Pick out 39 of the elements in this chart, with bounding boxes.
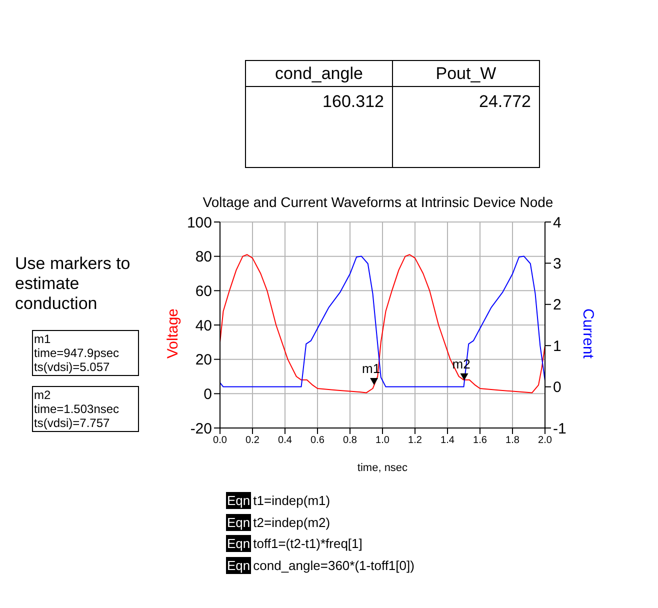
text: Eqn t2=indep(m2) (226, 514, 330, 530)
x-tick-label: 1.6 (473, 435, 488, 446)
chart-title: Voltage and Current Waveforms at Intrinsic Device Node (202, 194, 554, 210)
y-tick-label: 80 (195, 248, 212, 266)
x-tick-label: 1.8 (506, 435, 520, 446)
y-axis-title: Voltage (164, 307, 182, 361)
y-tick-label: 40 (195, 317, 212, 334)
text: Eqn toff1=(t2-t1)*freq[1] (226, 535, 362, 552)
text: m1 time=947.9psec ts(vdsi)=5.057 (32, 330, 139, 376)
x-tick-label: 1.4 (440, 435, 455, 446)
y2-tick-label: -1 (553, 420, 566, 438)
y2-tick-label: 3 (553, 256, 562, 273)
x-tick-label: 1.2 (408, 435, 422, 446)
text: 160.312 (322, 91, 385, 113)
y2-tick-label: 1 (553, 338, 562, 355)
y2-tick-label: 4 (553, 214, 562, 232)
x-tick-label: 0.6 (310, 435, 325, 446)
y-tick-label: 0 (204, 386, 212, 403)
text: Eqn cond_angle=360*(1-toff1[0]) (226, 556, 414, 574)
text: Use markers to estimate conduction (15, 254, 132, 314)
y-tick-label: 60 (195, 282, 212, 300)
y2-tick-label: 0 (553, 379, 562, 396)
text: Eqn t1=indep(m1) (226, 492, 330, 509)
text: Pout_W (392, 61, 539, 87)
y2-tick-label: 2 (553, 296, 562, 314)
y-tick-label: 100 (186, 214, 212, 232)
x-tick-label: 0.4 (278, 435, 292, 446)
x-axis-title: time, nsec (357, 462, 408, 474)
y-tick-label: 20 (195, 352, 212, 369)
text: m2 time=1.503nsec ts(vdsi)=7.757 (32, 386, 139, 432)
text: 24.772 (392, 87, 539, 167)
x-tick-label: 0.8 (343, 435, 358, 446)
x-tick-label: 2.0 (538, 435, 552, 446)
x-tick-label: 0.0 (213, 435, 228, 446)
x-tick-label: 0.2 (246, 435, 260, 446)
y2-axis-title: Current (580, 307, 596, 361)
y-tick-label: -20 (190, 420, 212, 438)
x-tick-label: 1.0 (376, 435, 390, 446)
text: cond_angle (246, 61, 392, 87)
